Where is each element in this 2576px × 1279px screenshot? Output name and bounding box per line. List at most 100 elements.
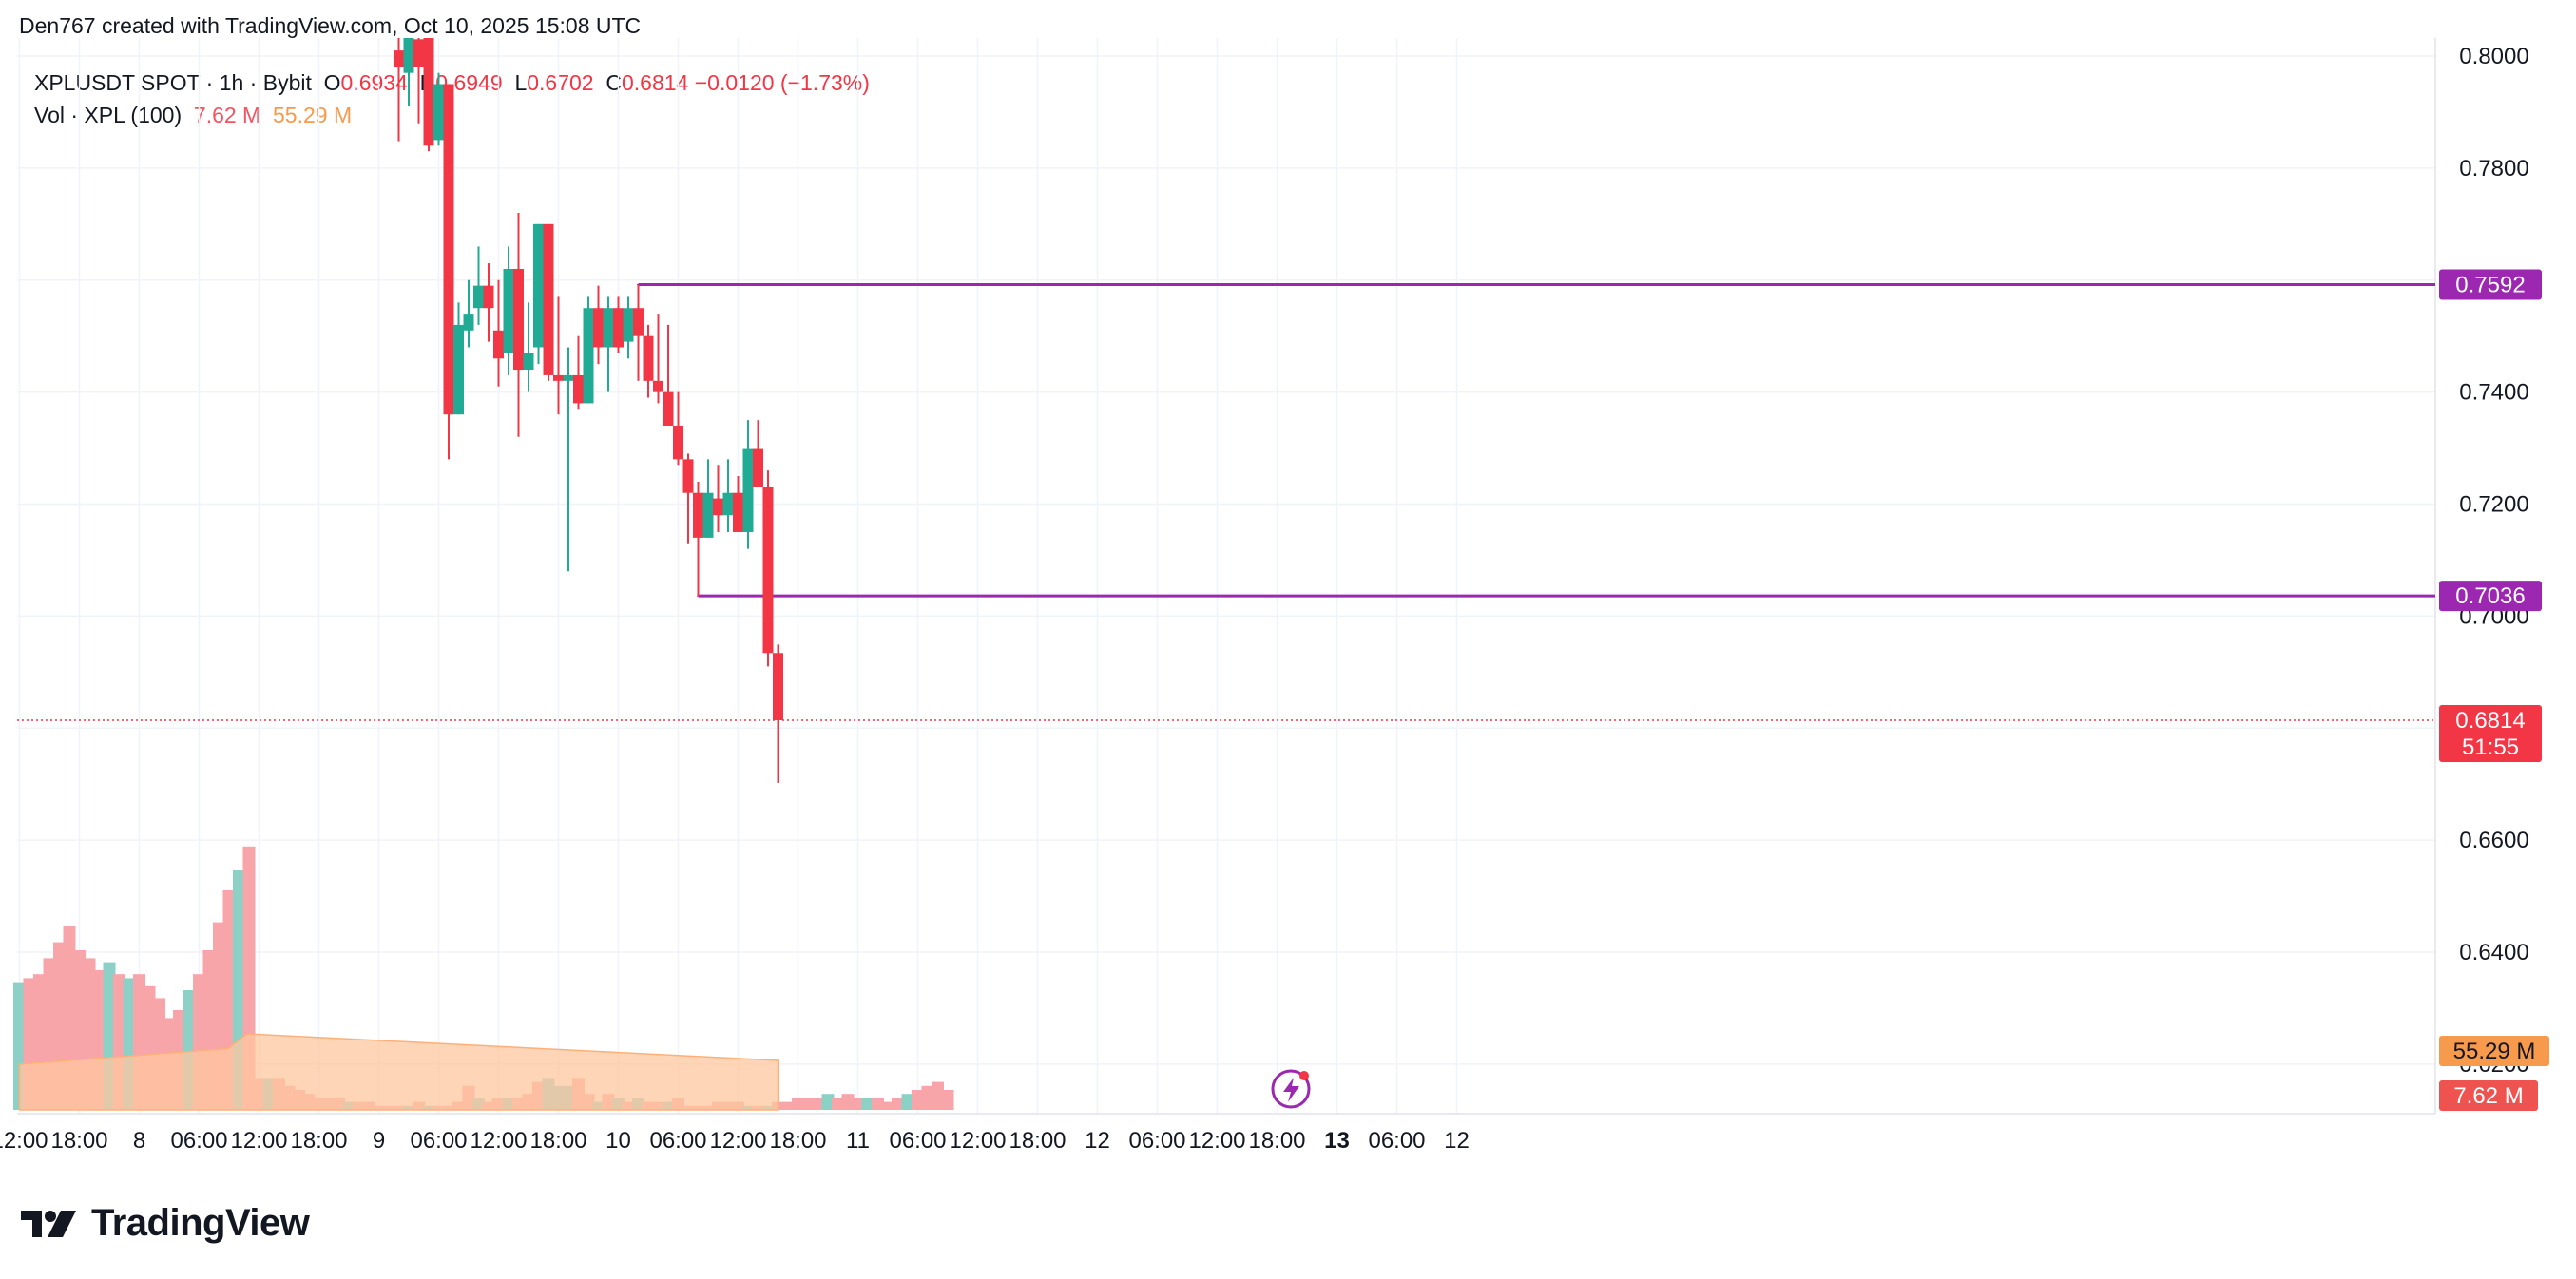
candles: [394, 38, 783, 784]
candle-body: [423, 38, 434, 146]
time-tick-label: 12:00: [709, 1128, 766, 1154]
chart-credit: Den767 created with TradingView.com, Oct…: [19, 13, 642, 38]
volume-bar: [932, 1081, 944, 1110]
candle-body: [463, 314, 474, 331]
time-tick-label: 06:00: [1128, 1128, 1185, 1154]
level-price-tag-bg: [2439, 269, 2542, 300]
candle-body: [643, 335, 654, 381]
volume-last-tag-text: 7.62 M: [2453, 1083, 2523, 1109]
volume-bar: [821, 1094, 835, 1110]
open-value: 0.6934: [340, 70, 408, 95]
volume-bar: [872, 1098, 884, 1110]
volume-last-tag: 7.62 M: [2439, 1080, 2538, 1111]
footer-logo[interactable]: TradingView: [21, 1202, 310, 1245]
last-price-value: 0.6814: [2455, 708, 2525, 734]
candle-body: [633, 308, 644, 336]
candle-body: [603, 308, 614, 348]
volume-bar: [892, 1098, 904, 1110]
volume-ma-tag: 55.29 M: [2439, 1036, 2549, 1066]
replay-button[interactable]: [1271, 1069, 1311, 1109]
candle-body: [553, 374, 564, 381]
candle-body: [433, 84, 444, 141]
symbol-title[interactable]: XPLUSDT SPOT · 1h · Bybit: [34, 70, 312, 95]
time-axis[interactable]: 12:0018:00806:0012:0018:00906:0012:0018:…: [0, 1113, 2435, 1154]
candle-body: [753, 448, 763, 487]
notification-dot: [1299, 1071, 1309, 1080]
price-tick-label: 0.8000: [2459, 44, 2528, 69]
price-axis[interactable]: 0.80000.78000.74000.72000.70000.66000.64…: [2439, 44, 2549, 1111]
candle-body: [762, 487, 774, 654]
time-tick-label: 06:00: [170, 1128, 227, 1154]
candle-body: [653, 380, 663, 392]
candle-body: [663, 391, 674, 426]
volume-value: 7.62 M: [193, 103, 261, 127]
time-tick-label: 06:00: [649, 1128, 706, 1154]
candle-body: [613, 308, 624, 348]
candle-body: [453, 324, 464, 415]
candle-body: [403, 38, 414, 73]
time-tick-label: 12:00: [230, 1128, 287, 1154]
candle-body: [583, 308, 594, 404]
footer-brand: TradingView: [91, 1202, 310, 1244]
volume-ma-value: 55.29 M: [273, 103, 353, 127]
time-tick-label: 12:00: [949, 1128, 1006, 1154]
time-tick-label: 06:00: [889, 1128, 946, 1154]
price-tick-label: 0.6600: [2459, 828, 2528, 853]
candle-body: [702, 492, 714, 538]
time-tick-label: 18:00: [769, 1128, 826, 1154]
low-label: L: [514, 70, 528, 95]
volume-label[interactable]: Vol · XPL (100): [34, 103, 183, 127]
candle-body: [722, 492, 734, 516]
candle-body: [473, 285, 484, 309]
price-tick-label: 0.7200: [2459, 492, 2528, 518]
time-tick-label: 12: [1085, 1128, 1110, 1154]
tradingview-logo-icon: [21, 1210, 76, 1237]
volume-ma-area: [18, 1033, 779, 1111]
candle-body: [573, 374, 584, 404]
time-tick-label: 06:00: [1368, 1128, 1425, 1154]
volume-ma-tag-bg: [2439, 1036, 2549, 1066]
volume-bar: [841, 1094, 855, 1110]
time-tick-label: 18:00: [290, 1128, 347, 1154]
candle-body: [742, 448, 754, 532]
close-value: 0.6814: [622, 70, 689, 95]
volume-bar: [881, 1101, 894, 1110]
volume-bar: [921, 1085, 934, 1110]
volume-bar: [812, 1098, 824, 1110]
candle-body: [503, 268, 514, 353]
candle-body: [513, 268, 524, 371]
volume-bar: [792, 1098, 804, 1110]
time-tick-label: 18:00: [50, 1128, 107, 1154]
price-tick-label: 0.6400: [2459, 940, 2528, 965]
candle-body: [682, 459, 694, 493]
volume-last-tag-bg: [2439, 1080, 2538, 1111]
candle-body: [773, 653, 783, 720]
candle-body: [523, 353, 534, 371]
time-tick-label: 12: [1444, 1128, 1470, 1154]
grid: [17, 38, 2436, 1114]
volume-bar: [781, 1101, 795, 1110]
open-label: O: [323, 70, 341, 95]
time-tick-label: 18:00: [1009, 1128, 1066, 1154]
price-tick-label: 0.7800: [2459, 156, 2528, 181]
candle-body: [413, 39, 424, 67]
volume-row: Vol · XPL (100) 7.62 M 55.29 M: [34, 99, 870, 131]
time-tick-label: 18:00: [529, 1128, 586, 1154]
level-price-tag: 0.7036: [2439, 581, 2542, 612]
candle-body: [623, 308, 634, 342]
volume-bar: [941, 1090, 954, 1110]
candle-body: [394, 50, 404, 67]
time-tick-label: 13: [1324, 1128, 1350, 1154]
volume-pane: [13, 846, 954, 1111]
horizontal-levels[interactable]: [17, 282, 2435, 721]
candle-body: [673, 425, 683, 460]
candle-body: [543, 223, 554, 375]
time-tick-label: 12:00: [0, 1128, 48, 1154]
time-tick-label: 18:00: [1248, 1128, 1305, 1154]
candle-body: [563, 374, 574, 381]
bolt-glyph: [1283, 1078, 1299, 1102]
level-price-tag-bg: [2439, 581, 2542, 612]
candle-body: [713, 498, 723, 516]
